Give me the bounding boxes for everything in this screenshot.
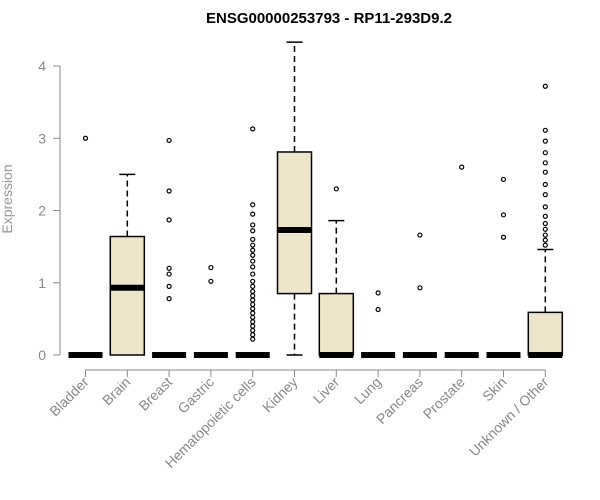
x-tick-label: Brain xyxy=(99,374,133,408)
outlier-point xyxy=(250,222,256,228)
outlier-point xyxy=(500,212,507,218)
outlier-point xyxy=(542,213,548,219)
outlier-point xyxy=(82,135,89,141)
outlier-point xyxy=(542,192,548,198)
outlier-point xyxy=(542,232,548,238)
outlier-point xyxy=(375,290,381,296)
outlier-point xyxy=(250,242,256,248)
outlier-point xyxy=(542,150,548,156)
outlier-point xyxy=(166,265,172,271)
outlier-point xyxy=(250,297,256,303)
outlier-point xyxy=(542,226,548,232)
outlier-point xyxy=(250,126,256,132)
x-tick-label: Lung xyxy=(351,374,384,407)
box-group-bladder xyxy=(68,135,103,358)
outlier-point xyxy=(542,181,548,188)
outlier-point xyxy=(250,323,256,329)
outlier-point xyxy=(333,186,339,192)
outlier-point xyxy=(542,242,548,248)
box-group-liver xyxy=(318,186,355,358)
box xyxy=(318,292,355,356)
box-group-skin xyxy=(486,176,521,358)
outlier-point xyxy=(250,264,256,270)
box-group-unknown-other xyxy=(527,83,564,358)
box-group-brain xyxy=(109,173,146,356)
outlier-point xyxy=(166,188,172,194)
y-tick-label: 4 xyxy=(38,58,46,74)
outlier-point xyxy=(375,306,381,313)
outlier-point xyxy=(250,332,256,338)
x-tick-label: Prostate xyxy=(420,374,468,422)
outlier-point xyxy=(542,169,548,175)
outlier-point xyxy=(208,264,214,271)
outlier-point xyxy=(542,138,548,144)
box-series xyxy=(68,41,564,358)
chart-title: ENSG00000253793 - RP11-293D9.2 xyxy=(206,10,452,27)
outlier-point xyxy=(166,296,172,302)
box-group-kidney xyxy=(276,41,313,356)
y-axis-label: Expression xyxy=(0,164,15,233)
outlier-point xyxy=(250,278,256,284)
y-axis: 0 1 2 3 4 xyxy=(38,58,61,363)
x-tick-label: Breast xyxy=(135,374,175,414)
x-tick-label: Liver xyxy=(310,374,343,407)
box-group-hematopoietic-cells xyxy=(235,126,270,358)
outlier-point xyxy=(250,202,256,208)
y-tick-label: 3 xyxy=(38,130,46,146)
outlier-point xyxy=(250,271,256,277)
outlier-point xyxy=(250,336,256,342)
outlier-point xyxy=(250,211,256,217)
outlier-point xyxy=(542,160,548,166)
box-group-lung xyxy=(361,290,396,358)
outlier-point xyxy=(542,127,548,133)
outlier-point xyxy=(250,288,256,295)
box-group-pancreas xyxy=(402,232,437,358)
outlier-point xyxy=(417,285,423,291)
outlier-point xyxy=(166,271,172,277)
outlier-point xyxy=(166,137,172,144)
outlier-point xyxy=(417,232,423,238)
outlier-point xyxy=(250,283,256,289)
x-tick-label: Bladder xyxy=(46,374,92,420)
outlier-point xyxy=(250,236,256,242)
outlier-point xyxy=(500,176,507,183)
outlier-point xyxy=(250,252,256,258)
outlier-point xyxy=(250,306,256,312)
box xyxy=(276,151,313,295)
x-tick-label: Skin xyxy=(479,374,510,405)
outlier-point xyxy=(250,301,256,308)
outlier-point xyxy=(208,278,214,284)
outlier-point xyxy=(166,283,172,289)
y-tick-label: 0 xyxy=(38,347,46,363)
outlier-point xyxy=(500,234,507,240)
box xyxy=(527,311,564,356)
outlier-point xyxy=(250,327,256,334)
outlier-point xyxy=(250,258,256,264)
outlier-point xyxy=(166,217,172,223)
outlier-point xyxy=(250,319,256,325)
box-group-prostate xyxy=(444,164,479,358)
y-tick-label: 1 xyxy=(38,275,46,291)
outlier-point xyxy=(542,220,548,227)
box xyxy=(109,235,146,356)
y-tick-label: 2 xyxy=(38,203,46,219)
outlier-point xyxy=(250,314,256,321)
outlier-point xyxy=(542,237,548,243)
outlier-point xyxy=(542,83,548,89)
outlier-point xyxy=(250,247,256,253)
x-tick-label: Kidney xyxy=(259,374,301,416)
outlier-point xyxy=(250,228,256,234)
box-group-breast xyxy=(152,137,187,358)
outlier-point xyxy=(250,293,256,299)
x-tick-label: Unknown / Other xyxy=(466,374,552,460)
outlier-point xyxy=(542,204,548,210)
box-group-gastric xyxy=(193,264,228,358)
outlier-point xyxy=(250,310,256,316)
outlier-point xyxy=(459,164,465,170)
